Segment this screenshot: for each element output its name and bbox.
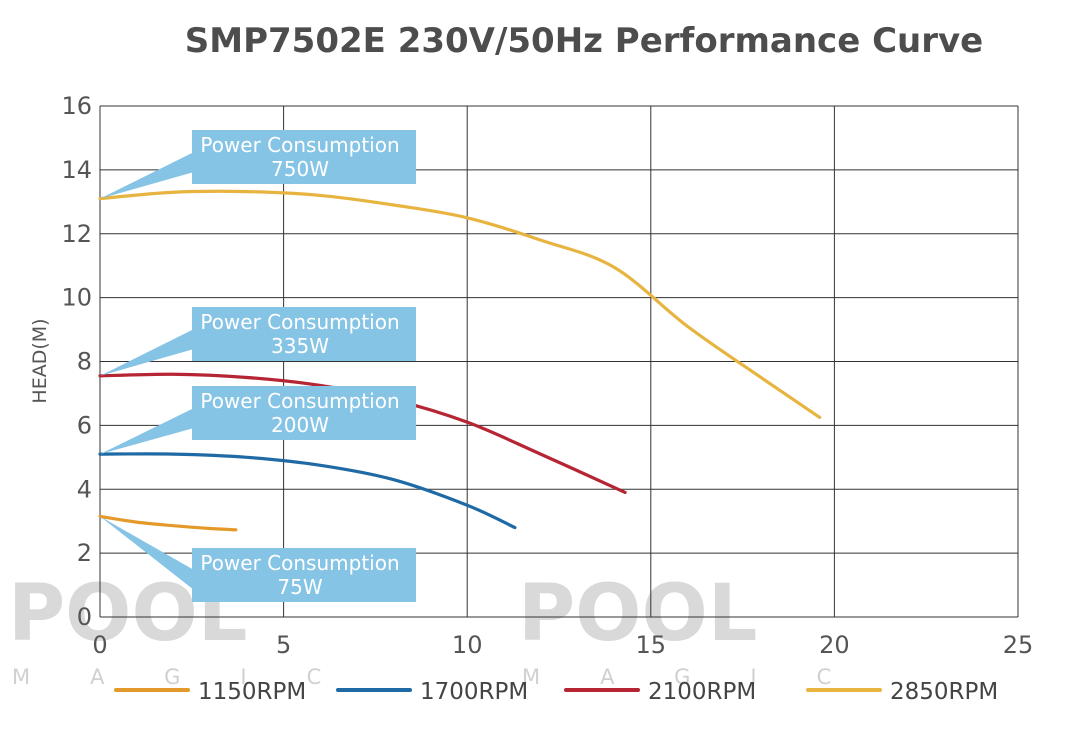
callout-pointer — [100, 152, 194, 199]
callout-line-2: 75W — [277, 575, 322, 599]
callout-line-1: Power Consumption — [200, 310, 399, 334]
y-tick-label: 0 — [77, 603, 92, 631]
legend-item-1150rpm: 1150RPM — [114, 679, 306, 705]
callout-line-2: 200W — [271, 413, 329, 437]
callout-box — [192, 548, 416, 602]
series-line-1700rpm — [98, 452, 517, 530]
x-tick-label: 15 — [636, 631, 667, 659]
callout-box — [192, 386, 416, 440]
series-line-1150rpm — [98, 514, 238, 532]
watermark-logo-1: POOL — [518, 569, 757, 659]
y-axis-label: HEAD(M) — [29, 318, 51, 403]
watermark-sub-1: MAGIC — [522, 665, 891, 689]
y-tick-label: 8 — [77, 348, 92, 376]
callout-line-1: Power Consumption — [200, 133, 399, 157]
legend-item-1700rpm: 1700RPM — [336, 679, 528, 705]
y-tick-label: 14 — [61, 156, 92, 184]
y-tick-label: 4 — [77, 475, 92, 503]
watermark-sub-0: MAGIC — [12, 665, 381, 689]
x-tick-label: 0 — [92, 631, 107, 659]
legend-label: 2100RPM — [648, 679, 756, 705]
callout-line-1: Power Consumption — [200, 551, 399, 575]
x-tick-label: 20 — [819, 631, 850, 659]
series-line-2850rpm — [98, 189, 822, 419]
y-tick-label: 2 — [77, 539, 92, 567]
callout-line-2: 750W — [271, 157, 329, 181]
callout-box — [192, 130, 416, 184]
y-tick-label: 10 — [61, 284, 92, 312]
series-lines — [98, 189, 822, 532]
grid — [99, 105, 1019, 618]
x-tick-label: 10 — [452, 631, 483, 659]
legend-label: 1150RPM — [198, 679, 306, 705]
y-tick-label: 16 — [61, 92, 92, 120]
axes: 0 5 10 15 20 25 0 2 4 6 8 10 12 14 16 — [61, 92, 1033, 659]
callout-box — [192, 307, 416, 361]
legend-item-2100rpm: 2100RPM — [564, 679, 756, 705]
chart-title: SMP7502E 230V/50Hz Performance Curve — [185, 21, 983, 61]
callout-pointer — [100, 516, 194, 590]
legend-label: 2850RPM — [890, 679, 998, 705]
y-tick-label: 12 — [61, 220, 92, 248]
callout-pointer — [100, 329, 194, 376]
callout-line-2: 335W — [271, 334, 329, 358]
legend-item-2850rpm: 2850RPM — [806, 679, 998, 705]
callout-pointer — [100, 408, 194, 455]
x-tick-label: 5 — [276, 631, 291, 659]
callout-line-1: Power Consumption — [200, 389, 399, 413]
legend: 1150RPM 1700RPM 2100RPM 2850RPM — [114, 679, 998, 705]
legend-label: 1700RPM — [420, 679, 528, 705]
x-tick-label: 25 — [1003, 631, 1034, 659]
y-tick-label: 6 — [77, 411, 92, 439]
